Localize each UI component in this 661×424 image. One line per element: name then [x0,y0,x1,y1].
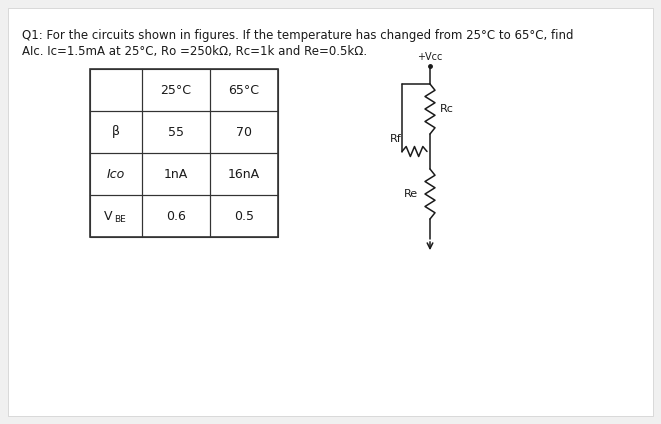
Text: AIc. Ic=1.5mA at 25°C, Rᴏ =250kΩ, Rᴄ=1k and Re=0.5kΩ.: AIc. Ic=1.5mA at 25°C, Rᴏ =250kΩ, Rᴄ=1k … [22,45,367,58]
Text: 0.6: 0.6 [166,209,186,223]
Text: 16nA: 16nA [228,167,260,181]
Text: Rf: Rf [390,134,402,143]
Text: 1nA: 1nA [164,167,188,181]
Text: Re: Re [404,189,418,199]
Text: 55: 55 [168,126,184,139]
Text: 70: 70 [236,126,252,139]
Text: V: V [104,209,112,223]
Text: 0.5: 0.5 [234,209,254,223]
Text: +Vcc: +Vcc [417,52,443,62]
Text: β: β [112,126,120,139]
Text: Rc: Rc [440,104,454,114]
Text: Q1: For the circuits shown in figures. If the temperature has changed from 25°C : Q1: For the circuits shown in figures. I… [22,29,574,42]
Text: BE: BE [114,215,126,223]
FancyBboxPatch shape [8,8,653,416]
Text: 25°C: 25°C [161,84,192,97]
Text: 65°C: 65°C [229,84,260,97]
Text: Ico: Ico [107,167,125,181]
